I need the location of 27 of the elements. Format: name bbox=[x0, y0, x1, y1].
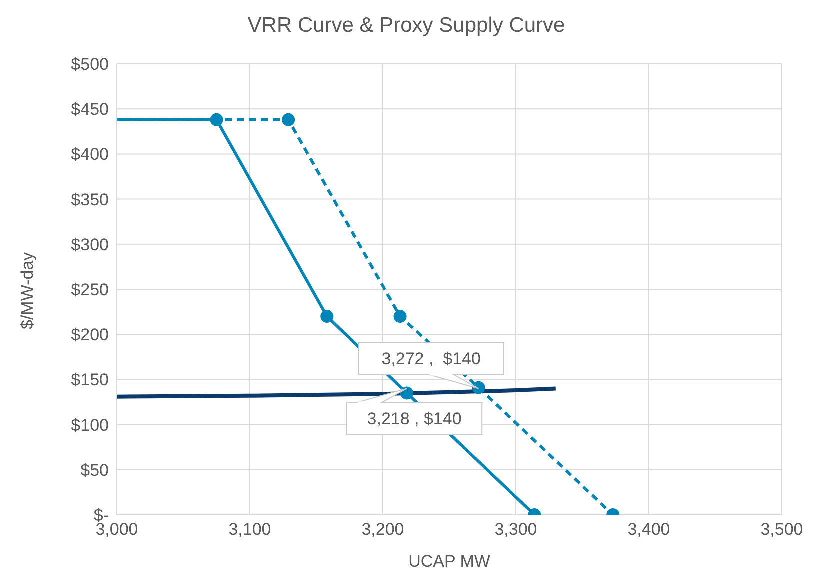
y-tick-label: $100 bbox=[71, 416, 109, 435]
y-tick-label: $200 bbox=[71, 326, 109, 345]
y-tick-label: $400 bbox=[71, 145, 109, 164]
y-tick-label: $500 bbox=[71, 55, 109, 74]
annotation: 3,272 , $140 bbox=[382, 350, 481, 369]
y-tick-label: $450 bbox=[71, 100, 109, 120]
x-tick-label: 3,200 bbox=[362, 520, 404, 540]
y-axis-title: $/MW-day bbox=[18, 252, 38, 330]
x-tick-label: 3,400 bbox=[628, 520, 670, 540]
y-tick-label: $250 bbox=[71, 280, 109, 300]
annotation: 3,218 , $140 bbox=[367, 410, 462, 429]
point bbox=[210, 113, 224, 126]
y-tick-label: $150 bbox=[71, 370, 109, 390]
line-series bbox=[117, 386, 558, 399]
x-tick-label: 3,500 bbox=[760, 520, 804, 540]
y-tick-label: $350 bbox=[71, 190, 109, 210]
point bbox=[282, 113, 296, 126]
chart-title: VRR Curve & Proxy Supply Curve bbox=[246, 14, 566, 38]
point bbox=[400, 386, 414, 400]
point bbox=[394, 310, 407, 324]
x-tick-label: 3,300 bbox=[494, 520, 538, 540]
x-axis-title: UCAP MW bbox=[408, 552, 490, 571]
point bbox=[472, 381, 486, 394]
x-tick-label: 3,100 bbox=[228, 520, 272, 540]
y-tick-label: $50 bbox=[80, 460, 109, 480]
y-tick-label: $300 bbox=[71, 235, 109, 254]
point bbox=[320, 310, 334, 324]
